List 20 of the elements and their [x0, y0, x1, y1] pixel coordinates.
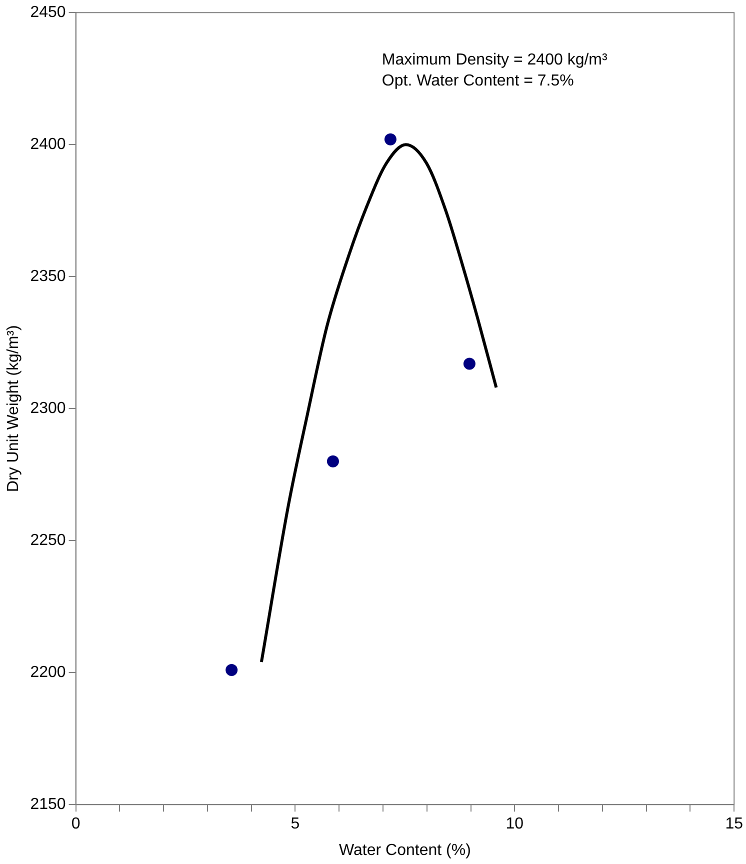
point [384, 133, 396, 146]
y-tick-label: 2350 [30, 268, 66, 286]
y-tick-label: 2300 [30, 400, 66, 418]
y-tick-label: 2450 [30, 4, 66, 22]
point [463, 358, 476, 370]
y-tick-label: 2200 [30, 664, 66, 682]
x-tick-label: 0 [71, 816, 80, 833]
y-tick-label: 2150 [30, 796, 66, 814]
y-tick-label: 2400 [30, 136, 66, 154]
y-tick-label: 2250 [30, 532, 66, 550]
x-tick-label: 5 [290, 816, 300, 833]
x-tick-label: 15 [725, 816, 744, 833]
point [226, 664, 238, 676]
annotation: Maximum Density = 2400 kg/m³ [382, 52, 608, 69]
x-axis-title: Water Content (%) [339, 842, 471, 859]
annotation: Opt. Water Content = 7.5% [382, 72, 574, 90]
x-tick-label: 10 [506, 816, 524, 833]
point [326, 455, 339, 468]
y-axis-title: Dry Unit Weight (kg/m³) [5, 325, 22, 492]
line-series [260, 143, 498, 664]
